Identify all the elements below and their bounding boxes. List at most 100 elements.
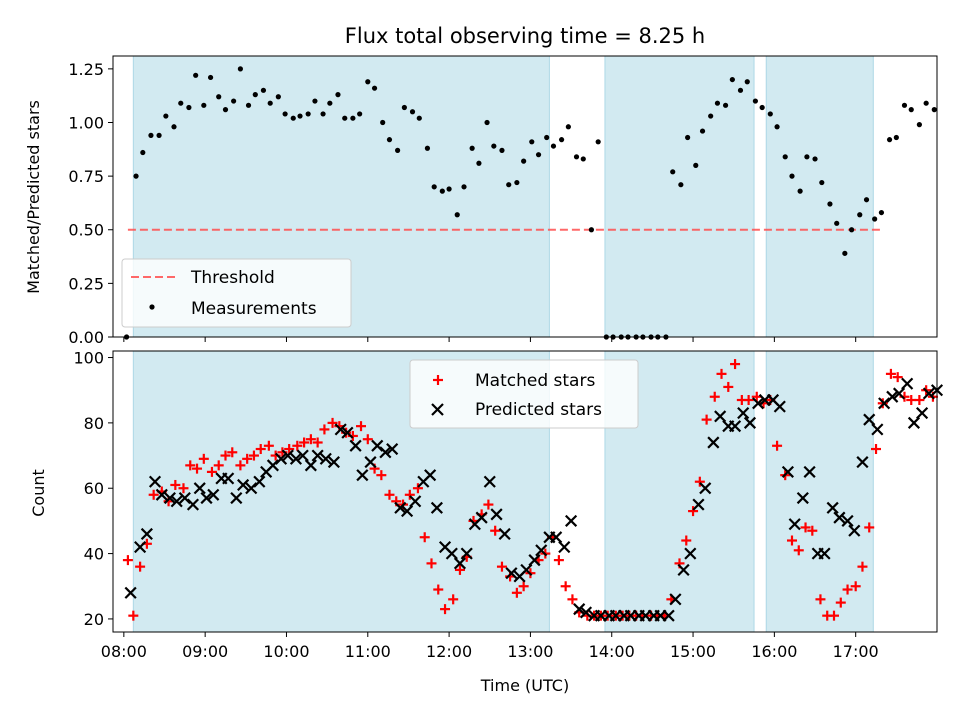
measurement-point: [201, 102, 207, 108]
matched-star-point: [892, 372, 903, 383]
bottom-y-tick-label: 100: [73, 349, 104, 368]
matched-star-point: [263, 440, 274, 451]
matched-star-point: [723, 381, 734, 392]
measurement-point: [186, 104, 192, 111]
legend-matched-label: Matched stars: [475, 371, 595, 391]
measurement-point: [484, 119, 490, 126]
matched-star-point: [864, 522, 875, 533]
measurement-point: [804, 154, 810, 160]
measurement-point: [327, 100, 333, 106]
top-panel: 0.00 0.25 0.50 0.75 1.00 1.25 Matched/Predict…: [24, 55, 938, 347]
predicted-star-point: [535, 544, 548, 557]
predicted-star-point: [394, 501, 407, 514]
measurement-point: [588, 227, 595, 233]
predicted-star-point: [207, 488, 220, 501]
predicted-star-point: [863, 413, 876, 426]
matched-star-point: [454, 564, 465, 575]
predicted-star-point: [274, 452, 288, 465]
predicted-star-point: [148, 475, 162, 488]
measurement-point: [774, 124, 780, 130]
measurement-point: [789, 173, 795, 179]
predicted-star-point: [237, 478, 250, 492]
measurement-point: [535, 152, 542, 158]
predicted-star-point: [558, 540, 571, 554]
measurement-point: [342, 115, 348, 121]
matched-star-point: [426, 558, 437, 569]
measurement-point: [886, 137, 893, 143]
measurement-point: [819, 179, 825, 186]
measurement-point: [252, 92, 258, 98]
predicted-star-point: [460, 547, 473, 560]
matched-star-point: [284, 444, 295, 455]
predicted-star-point: [386, 442, 399, 456]
predicted-star-point: [379, 446, 392, 459]
predicted-star-point: [788, 518, 801, 531]
predicted-star-point: [200, 491, 213, 505]
matched-star-point: [448, 594, 459, 605]
measurement-point: [797, 188, 803, 194]
measurement-point: [207, 74, 214, 81]
measurement-point: [857, 212, 863, 218]
matched-star-point: [701, 414, 712, 425]
predicted-star-point: [699, 482, 712, 495]
observing-band-2: [604, 56, 755, 337]
predicted-star-point: [409, 495, 422, 508]
predicted-star-point: [714, 410, 727, 423]
predicted-star-point: [475, 511, 488, 524]
measurement-point: [386, 137, 393, 143]
x-tick-label: 13:00: [507, 642, 553, 661]
measurement-point: [431, 184, 437, 190]
predicted-star-point: [490, 508, 503, 521]
x-tick-label: 09:00: [182, 642, 228, 661]
matched-star-point: [327, 417, 338, 428]
top-x-ticks: [123, 337, 857, 342]
measurement-point: [595, 139, 601, 145]
matched-star-point: [743, 395, 754, 406]
predicted-star-point: [752, 397, 765, 410]
measurement-points: [123, 66, 937, 340]
matched-star-point: [730, 359, 741, 370]
matched-star-point: [511, 587, 522, 598]
matched-star-point: [681, 535, 692, 546]
measurement-point: [446, 186, 452, 192]
matched-star-point: [227, 447, 238, 458]
measurement-point: [380, 119, 386, 126]
predicted-star-point: [334, 423, 347, 436]
predicted-star-point: [401, 505, 414, 518]
predicted-star-point: [848, 524, 861, 537]
matched-star-point: [793, 545, 804, 556]
predicted-star-point: [140, 527, 153, 541]
predicted-star-point: [356, 469, 369, 482]
predicted-star-point: [319, 452, 332, 465]
measurement-point: [931, 107, 937, 113]
predicted-star-point: [134, 540, 147, 554]
measurement-point: [335, 92, 341, 98]
matched-star-point: [122, 555, 133, 566]
x-tick-label: 17:00: [833, 642, 879, 661]
matched-star-point: [242, 453, 253, 464]
predicted-star-point: [677, 563, 690, 576]
measurement-point: [350, 115, 356, 121]
measurement-point: [260, 87, 267, 93]
matched-star-point: [716, 368, 727, 379]
predicted-star-point: [186, 498, 200, 511]
measurement-point: [156, 132, 162, 138]
predicted-star-point: [833, 511, 846, 524]
x-tick-label: 10:00: [263, 642, 309, 661]
matched-star-point: [305, 434, 316, 445]
measurement-point: [573, 154, 580, 160]
x-tick-label: 16:00: [751, 642, 797, 661]
matched-star-point: [248, 450, 259, 461]
matched-star-point: [567, 594, 578, 605]
predicted-star-point: [170, 495, 183, 508]
measurement-point: [849, 227, 855, 233]
predicted-star-point: [505, 567, 518, 580]
predicted-star-point: [781, 465, 794, 478]
predicted-star-point: [178, 491, 191, 505]
predicted-star-point: [901, 377, 914, 390]
matched-star-point: [404, 489, 415, 500]
predicted-star-point: [684, 547, 697, 560]
predicted-star-point: [662, 609, 675, 622]
predicted-star-point: [155, 488, 168, 501]
